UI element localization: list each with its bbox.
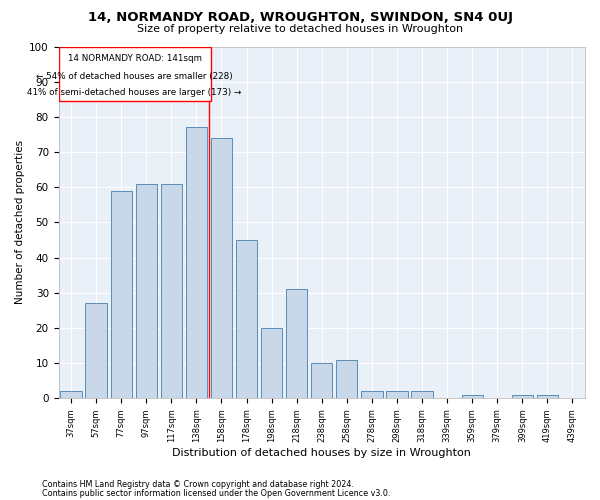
Text: Contains HM Land Registry data © Crown copyright and database right 2024.: Contains HM Land Registry data © Crown c…	[42, 480, 354, 489]
Bar	[286, 290, 307, 399]
Text: ← 54% of detached houses are smaller (228): ← 54% of detached houses are smaller (22…	[36, 72, 233, 81]
Bar	[110, 191, 132, 398]
Bar	[512, 395, 533, 398]
Bar	[136, 184, 157, 398]
Text: Size of property relative to detached houses in Wroughton: Size of property relative to detached ho…	[137, 24, 463, 34]
Bar	[336, 360, 358, 399]
Bar	[537, 395, 558, 398]
Bar	[386, 392, 407, 398]
Y-axis label: Number of detached properties: Number of detached properties	[15, 140, 25, 304]
Bar	[361, 392, 383, 398]
Bar	[211, 138, 232, 398]
Bar	[261, 328, 282, 398]
Bar	[412, 392, 433, 398]
Bar	[59, 46, 211, 101]
Bar	[311, 363, 332, 398]
Text: 41% of semi-detached houses are larger (173) →: 41% of semi-detached houses are larger (…	[28, 88, 242, 98]
Text: Contains public sector information licensed under the Open Government Licence v3: Contains public sector information licen…	[42, 488, 391, 498]
Bar	[186, 128, 207, 398]
Bar	[161, 184, 182, 398]
Bar	[236, 240, 257, 398]
Bar	[61, 392, 82, 398]
Text: 14, NORMANDY ROAD, WROUGHTON, SWINDON, SN4 0UJ: 14, NORMANDY ROAD, WROUGHTON, SWINDON, S…	[88, 11, 512, 24]
X-axis label: Distribution of detached houses by size in Wroughton: Distribution of detached houses by size …	[172, 448, 471, 458]
Bar	[85, 304, 107, 398]
Text: 14 NORMANDY ROAD: 141sqm: 14 NORMANDY ROAD: 141sqm	[68, 54, 202, 64]
Bar	[461, 395, 483, 398]
